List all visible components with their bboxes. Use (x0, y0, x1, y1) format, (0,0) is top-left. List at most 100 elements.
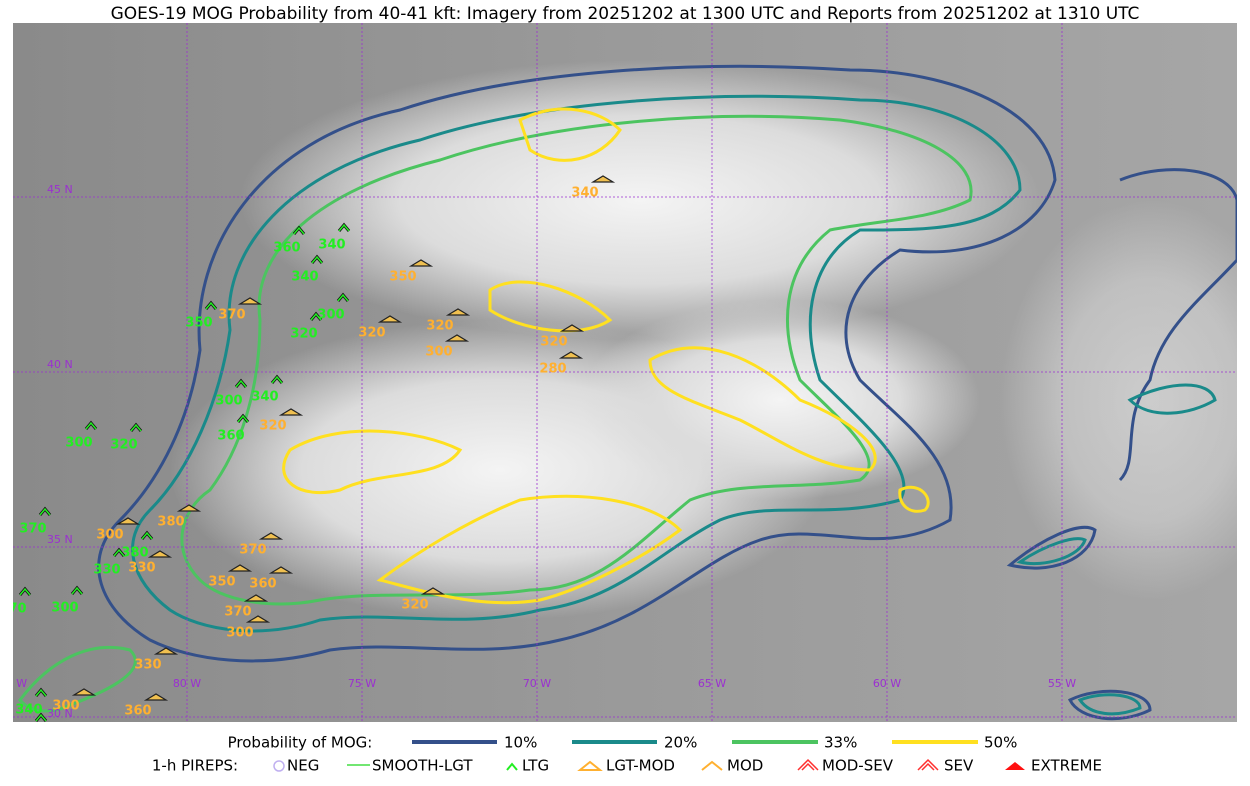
mod-icon (444, 334, 470, 342)
mod-sev-icon (797, 758, 819, 771)
mod-icon (558, 351, 584, 359)
mod-icon (147, 550, 173, 558)
ltg-report: 370 (0, 602, 27, 617)
mod-report: 360 (249, 577, 276, 592)
legend-label: NEG (287, 757, 319, 775)
lgt-mod-icon (577, 760, 603, 771)
cloud (240, 60, 1040, 340)
mod-report: 320 (259, 419, 286, 434)
mod-report: 350 (208, 575, 235, 590)
mod-report: 370 (224, 605, 251, 620)
ltg-icon (311, 255, 323, 264)
mod-report: 300 (425, 345, 452, 360)
legend-label: SEV (944, 757, 974, 775)
ltg-report: 320 (290, 327, 317, 342)
mod-report: 330 (134, 658, 161, 673)
mod-report: 380 (157, 515, 184, 530)
mod-icon (176, 504, 202, 512)
lat-label: 40 N (47, 358, 73, 371)
lon-label: 70 W (523, 677, 551, 690)
ltg-report: 300 (15, 728, 42, 743)
contours (18, 64, 1237, 721)
ltg-report: 350 (185, 316, 212, 331)
lon-label: 55 W (1048, 677, 1076, 690)
contour-33 (180, 114, 973, 606)
lon-label: 85 W (0, 677, 27, 690)
ltg-icon (85, 421, 97, 430)
mod-icon (258, 532, 284, 540)
lat-label: 35 N (47, 533, 73, 546)
mod-report: 300 (226, 626, 253, 641)
mod-icon (408, 259, 434, 267)
contour-10 (1006, 168, 1237, 721)
mod-icon (115, 517, 141, 525)
ltg-icon (310, 312, 322, 321)
lat-label: 30 N (47, 707, 73, 720)
ltg-icon (35, 688, 47, 697)
mod-icon (268, 566, 294, 574)
ltg-report: 340 (15, 703, 42, 718)
mod-report: 330 (128, 561, 155, 576)
ltg-icon (235, 379, 247, 388)
mod-icon (227, 564, 253, 572)
ltg-report: 330 (93, 563, 120, 578)
mod-report: 340 (571, 186, 598, 201)
ltg-icon (71, 586, 83, 595)
ltg-icon (338, 223, 350, 232)
mod-report: 360 (124, 704, 151, 719)
contour-20 (1016, 383, 1217, 716)
lon-label: 75 W (348, 677, 376, 690)
mod-icon (377, 315, 403, 323)
mod-report: 280 (539, 362, 566, 377)
mod-report: 320 (540, 335, 567, 350)
ltg-icon (35, 713, 47, 722)
cloud (580, 300, 980, 500)
sev-icon (917, 758, 939, 771)
legend-label: 50% (984, 734, 1017, 752)
ltg-report: 300 (317, 308, 344, 323)
ltg-icon (39, 507, 51, 516)
ltg-icon (293, 226, 305, 235)
mod-icon (71, 688, 97, 696)
ltg-report: 380 (121, 546, 148, 561)
legend: Probability of MOG: 10% 20% 33% 50% 1-h PIREP… (152, 734, 1102, 775)
mod-icon (153, 647, 179, 655)
ltg-report: 300 (65, 436, 92, 451)
mod-icon (243, 594, 269, 602)
ltg-report: 360 (217, 429, 244, 444)
ltg-icon (113, 548, 125, 557)
mod-report: 370 (218, 308, 245, 323)
title: GOES-19 MOG Probability from 40-41 kft: … (111, 4, 1140, 24)
mod-report: 320 (401, 598, 428, 613)
mod-icon (590, 175, 616, 183)
mod-icon (559, 324, 585, 332)
legend-label: LGT-MOD (606, 757, 675, 775)
ltg-report: 300 (51, 601, 78, 616)
ltg-report: 360 (273, 241, 300, 256)
graticule (13, 23, 1237, 722)
cloud (1000, 200, 1237, 600)
legend-label: 10% (504, 734, 537, 752)
ltg-report: 340 (318, 238, 345, 253)
contour-33 (18, 645, 137, 713)
mod-icon (701, 760, 723, 771)
ltg-icon (19, 587, 31, 596)
extreme-icon (1005, 762, 1025, 770)
lon-label: 80 W (173, 677, 201, 690)
legend-label: EXTREME (1031, 757, 1102, 775)
mod-report: 320 (426, 319, 453, 334)
mod-report: 320 (358, 326, 385, 341)
mod-report: 370 (239, 543, 266, 558)
mod-report: 300 (52, 699, 79, 714)
mod-icon (445, 308, 471, 316)
legend-label: 20% (664, 734, 697, 752)
lon-label: 65 W (698, 677, 726, 690)
legend-label: MOD-SEV (822, 757, 894, 775)
mod-icon (245, 615, 271, 623)
legend-label: LTG (522, 757, 549, 775)
neg-icon (273, 760, 285, 772)
ltg-report: 340 (251, 390, 278, 405)
ltg-report: 370 (19, 522, 46, 537)
